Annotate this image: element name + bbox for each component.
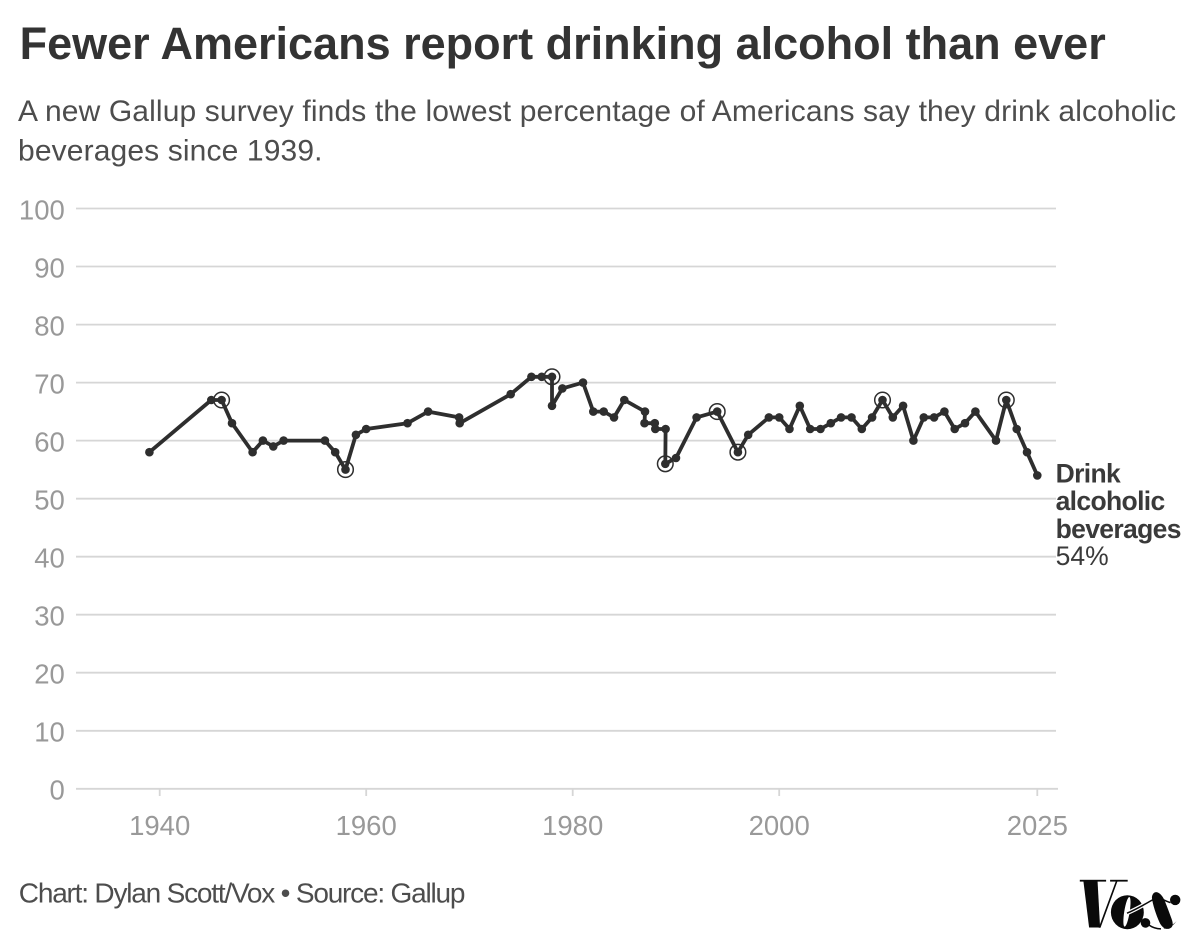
svg-text:30: 30 [34, 601, 65, 632]
svg-text:40: 40 [34, 543, 65, 574]
svg-text:100: 100 [19, 194, 65, 225]
svg-text:beverages since 1939.: beverages since 1939. [18, 135, 323, 168]
svg-text:80: 80 [34, 310, 65, 341]
svg-text:70: 70 [34, 368, 65, 399]
svg-text:2000: 2000 [749, 810, 810, 841]
svg-text:60: 60 [34, 426, 65, 457]
svg-text:10: 10 [34, 717, 65, 748]
svg-text:alcoholic: alcoholic [1056, 486, 1165, 516]
svg-text:54%: 54% [1056, 541, 1109, 571]
svg-text:Chart: Dylan Scott/Vox • Sourc: Chart: Dylan Scott/Vox • Source: Gallup [19, 878, 465, 909]
svg-text:beverages: beverages [1056, 514, 1181, 544]
svg-text:1960: 1960 [336, 810, 397, 841]
svg-text:90: 90 [34, 252, 65, 283]
svg-text:50: 50 [34, 485, 65, 516]
svg-text:1980: 1980 [542, 810, 603, 841]
svg-text:20: 20 [34, 659, 65, 690]
svg-text:0: 0 [50, 775, 65, 806]
svg-text:1940: 1940 [129, 810, 190, 841]
svg-text:2025: 2025 [1007, 810, 1068, 841]
svg-text:Fewer Americans report drinkin: Fewer Americans report drinking alcohol … [20, 18, 1106, 69]
svg-text:A new Gallup survey finds the: A new Gallup survey finds the lowest per… [18, 95, 1176, 128]
svg-text:Drink: Drink [1056, 459, 1121, 489]
